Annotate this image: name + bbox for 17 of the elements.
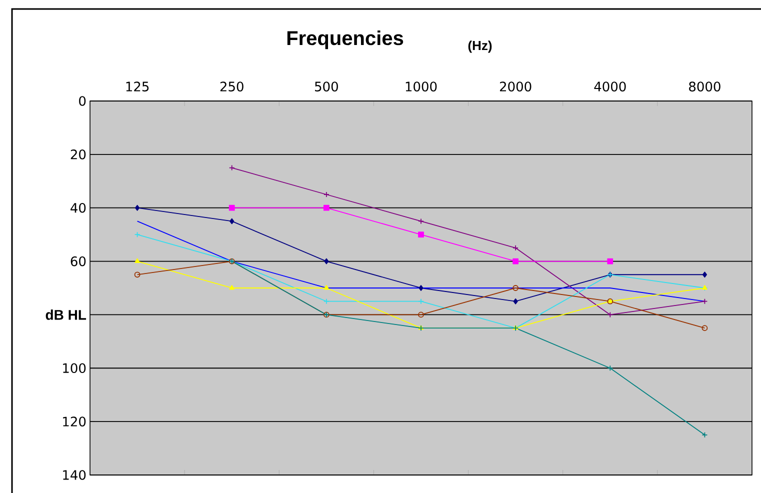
y-tick-label: 60	[70, 256, 86, 266]
x-tick-label: 4000	[594, 82, 626, 92]
y-tick-label: 120	[63, 416, 86, 426]
y-tick-label: 20	[70, 150, 86, 160]
y-axis-title: dB HL	[46, 310, 86, 320]
x-tick-label: 1000	[406, 82, 437, 92]
y-tick-label: 100	[63, 363, 86, 374]
text: (Hz)	[468, 40, 492, 53]
y-tick-label: 0	[79, 96, 86, 106]
x-tick-label: 500	[315, 82, 338, 92]
y-tick-label: 140	[63, 470, 86, 480]
x-tick-label: 125	[126, 82, 149, 92]
x-tick-label: 8000	[689, 82, 720, 92]
x-tick-label: 2000	[500, 82, 532, 92]
chart-title: Frequencies	[287, 30, 404, 50]
x-tick-label: 250	[220, 82, 244, 92]
y-tick-label: 40	[70, 202, 86, 213]
